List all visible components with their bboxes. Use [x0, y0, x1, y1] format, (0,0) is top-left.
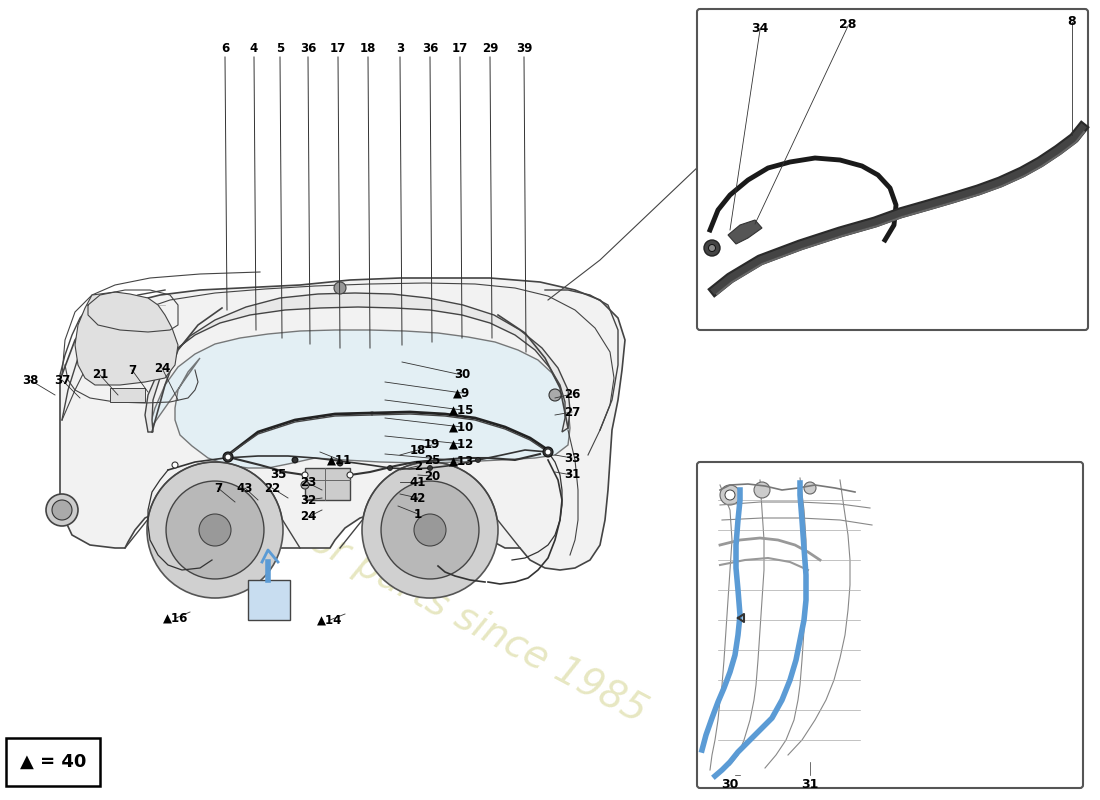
Text: 36: 36	[300, 42, 316, 55]
Text: 32: 32	[300, 494, 316, 506]
Text: 38: 38	[22, 374, 38, 386]
Text: 30: 30	[454, 369, 470, 382]
Text: 36: 36	[421, 42, 438, 55]
Polygon shape	[75, 292, 178, 385]
Text: 33: 33	[564, 451, 580, 465]
Text: 6: 6	[221, 42, 229, 55]
Text: 7: 7	[128, 363, 136, 377]
Polygon shape	[110, 388, 145, 402]
Text: 19: 19	[424, 438, 440, 451]
Text: 7: 7	[213, 482, 222, 494]
Text: ▲10: ▲10	[450, 421, 474, 434]
Text: 3: 3	[396, 42, 404, 55]
Text: 27: 27	[564, 406, 580, 418]
Circle shape	[387, 466, 393, 470]
Text: 24: 24	[154, 362, 170, 374]
Circle shape	[725, 490, 735, 500]
Text: 35: 35	[270, 469, 286, 482]
Text: 5: 5	[276, 42, 284, 55]
Text: 23: 23	[300, 477, 316, 490]
Text: 31: 31	[801, 778, 818, 791]
Circle shape	[46, 494, 78, 526]
Circle shape	[226, 454, 231, 460]
Text: ▲15: ▲15	[449, 403, 475, 417]
Text: ▲13: ▲13	[450, 454, 474, 467]
FancyBboxPatch shape	[6, 738, 100, 786]
Text: 28: 28	[839, 18, 857, 31]
Circle shape	[301, 481, 309, 489]
Circle shape	[754, 482, 770, 498]
Circle shape	[147, 462, 283, 598]
Circle shape	[223, 452, 233, 462]
Circle shape	[166, 481, 264, 579]
Circle shape	[428, 466, 432, 470]
Circle shape	[544, 449, 551, 455]
Text: ▲16: ▲16	[163, 611, 189, 625]
Circle shape	[338, 461, 342, 466]
Polygon shape	[148, 330, 570, 468]
Text: 17: 17	[330, 42, 346, 55]
Text: ▲12: ▲12	[450, 438, 474, 450]
Circle shape	[543, 447, 553, 457]
Text: ▲14: ▲14	[317, 614, 343, 626]
Text: 29: 29	[482, 42, 498, 55]
Circle shape	[720, 485, 740, 505]
Circle shape	[704, 240, 720, 256]
Text: 22: 22	[264, 482, 280, 494]
Text: 1: 1	[414, 507, 422, 521]
Polygon shape	[145, 293, 570, 432]
Text: ▲11: ▲11	[328, 454, 353, 466]
Circle shape	[708, 245, 715, 251]
Text: 4: 4	[250, 42, 258, 55]
Text: 34: 34	[751, 22, 769, 35]
Text: ▲ = 40: ▲ = 40	[20, 753, 86, 771]
Polygon shape	[248, 580, 290, 620]
Circle shape	[172, 462, 178, 468]
Text: 42: 42	[410, 491, 426, 505]
Text: 18: 18	[360, 42, 376, 55]
Text: 37: 37	[54, 374, 70, 386]
Text: 2: 2	[414, 459, 422, 473]
Polygon shape	[305, 468, 350, 500]
Circle shape	[293, 458, 297, 462]
Text: 24: 24	[300, 510, 316, 523]
Circle shape	[52, 500, 72, 520]
Text: 25: 25	[424, 454, 440, 466]
Text: 41: 41	[410, 475, 426, 489]
Circle shape	[362, 462, 498, 598]
Circle shape	[199, 514, 231, 546]
Circle shape	[381, 481, 478, 579]
Text: 21: 21	[92, 369, 108, 382]
Text: 18: 18	[410, 443, 426, 457]
Circle shape	[475, 458, 481, 462]
Text: 8: 8	[1068, 15, 1076, 28]
Circle shape	[292, 457, 298, 463]
Circle shape	[302, 472, 308, 478]
Circle shape	[414, 514, 446, 546]
FancyBboxPatch shape	[697, 462, 1084, 788]
Text: 26: 26	[564, 387, 580, 401]
Circle shape	[346, 472, 353, 478]
Text: 43: 43	[236, 482, 253, 494]
Polygon shape	[728, 220, 762, 244]
Text: a passion for parts since 1985: a passion for parts since 1985	[117, 422, 653, 730]
Polygon shape	[60, 278, 625, 570]
FancyBboxPatch shape	[697, 9, 1088, 330]
Circle shape	[334, 282, 346, 294]
Text: 17: 17	[452, 42, 469, 55]
Circle shape	[549, 389, 561, 401]
Circle shape	[804, 482, 816, 494]
Text: ▲9: ▲9	[453, 386, 471, 399]
Text: 31: 31	[564, 469, 580, 482]
Text: 30: 30	[722, 778, 739, 791]
Text: 20: 20	[424, 470, 440, 482]
Circle shape	[337, 460, 343, 466]
Text: 39: 39	[516, 42, 532, 55]
